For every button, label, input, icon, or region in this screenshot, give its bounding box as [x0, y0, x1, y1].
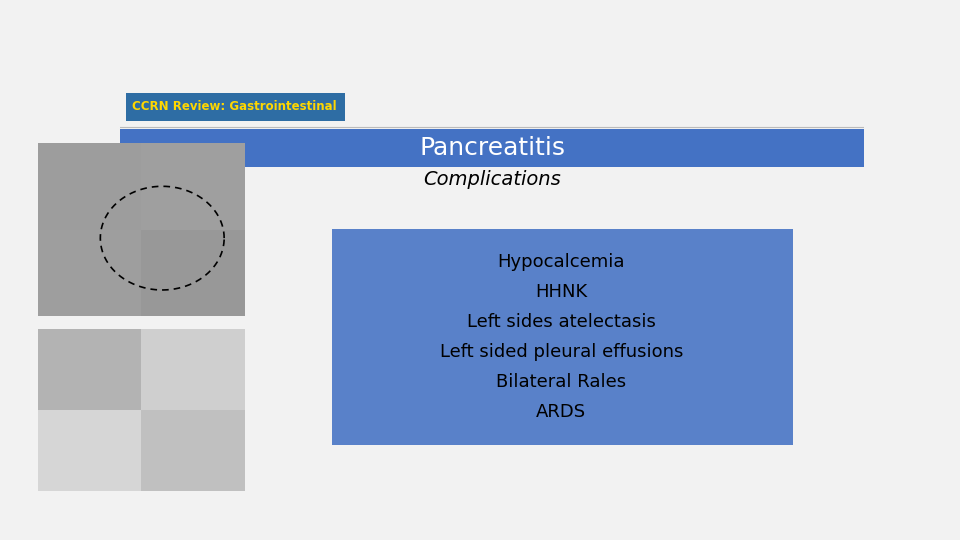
Text: Complications: Complications: [423, 170, 561, 188]
Text: Left sided pleural effusions: Left sided pleural effusions: [440, 343, 683, 361]
FancyBboxPatch shape: [120, 129, 864, 167]
Text: CCRN Review: Gastrointestinal: CCRN Review: Gastrointestinal: [132, 100, 337, 113]
Text: Hypocalcemia: Hypocalcemia: [497, 253, 625, 271]
Text: Left sides atelectasis: Left sides atelectasis: [467, 313, 656, 331]
Text: HHNK: HHNK: [535, 284, 588, 301]
FancyBboxPatch shape: [332, 229, 793, 446]
Text: ARDS: ARDS: [536, 403, 587, 421]
Text: Bilateral Rales: Bilateral Rales: [496, 373, 626, 391]
FancyBboxPatch shape: [126, 93, 346, 121]
Text: Pancreatitis: Pancreatitis: [419, 136, 565, 160]
